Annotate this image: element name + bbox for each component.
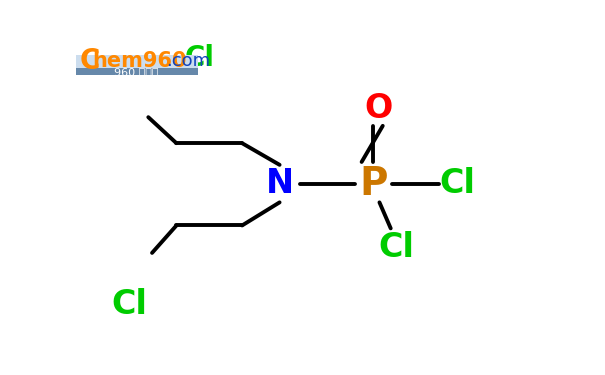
Text: .com: .com: [166, 52, 210, 70]
Text: Cl: Cl: [379, 231, 415, 264]
Text: C: C: [79, 47, 100, 75]
Text: P: P: [359, 165, 388, 202]
Text: hem960: hem960: [92, 51, 186, 71]
Text: 960 化工网: 960 化工网: [114, 67, 159, 77]
Text: N: N: [266, 167, 293, 200]
Text: Cl: Cl: [439, 167, 475, 200]
Text: Cl: Cl: [111, 288, 148, 321]
FancyBboxPatch shape: [76, 68, 197, 75]
Text: Cl: Cl: [185, 44, 215, 72]
Text: O: O: [364, 92, 392, 125]
FancyBboxPatch shape: [76, 54, 197, 75]
